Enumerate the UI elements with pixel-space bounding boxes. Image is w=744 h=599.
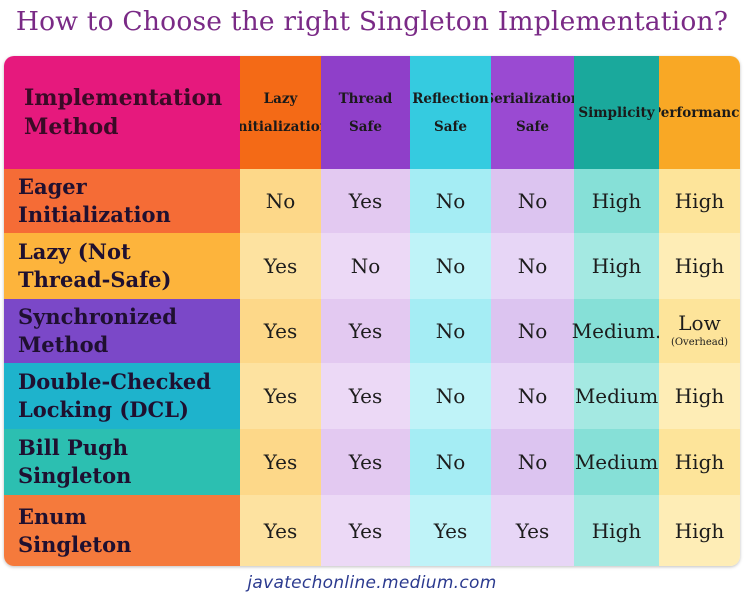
cell-value: No xyxy=(265,189,296,213)
cell-value: Yes xyxy=(348,319,383,343)
column-header-label: Lazy Initialization xyxy=(240,90,321,135)
cell-value: Yes xyxy=(348,518,383,543)
table-cell: Yes xyxy=(321,169,410,233)
row-header-enum-singleton: Enum Singleton xyxy=(4,495,240,566)
page-title: How to Choose the right Singleton Implem… xyxy=(15,6,729,37)
cell-value: Yes xyxy=(263,450,298,474)
cell-value: No xyxy=(435,319,466,343)
cell-value: No xyxy=(517,189,548,213)
cell-value: Yes xyxy=(263,384,298,408)
table-cell: Medium. xyxy=(571,299,662,363)
table-cell: High xyxy=(659,233,740,299)
cell-value: Medium xyxy=(574,450,659,474)
table-cell: No xyxy=(491,429,574,495)
table-cell: Medium xyxy=(574,363,659,429)
cell-value: High xyxy=(674,384,725,408)
table-cell: Yes xyxy=(410,495,491,566)
cell-value: Medium xyxy=(574,384,659,408)
table-cell: Yes xyxy=(240,233,321,299)
cell-value: High xyxy=(674,254,725,278)
table-cell: High xyxy=(574,169,659,233)
table-cell: Low (Overhead) xyxy=(659,299,740,363)
cell-value: Medium. xyxy=(571,319,662,343)
table-cell: Yes xyxy=(240,495,321,566)
cell-value: No xyxy=(435,254,466,278)
table-cell: No xyxy=(491,233,574,299)
column-header-reflection-safe: Reflection Safe xyxy=(410,56,491,169)
cell-value: Yes xyxy=(348,450,383,474)
column-header-lazy-initialization: Lazy Initialization xyxy=(240,56,321,169)
cell-value: No xyxy=(435,450,466,474)
comparison-table: Implementation Method Lazy Initializatio… xyxy=(4,56,740,566)
table-cell: High xyxy=(574,495,659,566)
table-cell: Yes xyxy=(321,299,410,363)
footer-url: javatechonline.medium.com xyxy=(247,573,497,593)
cell-value: No xyxy=(517,319,548,343)
corner-header: Implementation Method xyxy=(4,56,240,169)
column-header-label: Simplicity xyxy=(578,104,655,121)
cell-value: No xyxy=(350,254,381,278)
table-cell: No xyxy=(491,299,574,363)
table-cell: High xyxy=(659,169,740,233)
table-cell: Yes xyxy=(240,363,321,429)
table-cell: No xyxy=(410,169,491,233)
cell-value: High xyxy=(674,189,725,213)
table-cell: No xyxy=(321,233,410,299)
table-cell: Medium xyxy=(574,429,659,495)
table-cell: Yes xyxy=(491,495,574,566)
column-header-simplicity: Simplicity xyxy=(574,56,659,169)
cell-value: No xyxy=(517,450,548,474)
cell-value: Yes xyxy=(433,518,468,543)
table-cell: Yes xyxy=(240,429,321,495)
table-cell: No xyxy=(240,169,321,233)
cell-value: No xyxy=(517,384,548,408)
row-header-lazy-not-thread-safe: Lazy (Not Thread-Safe) xyxy=(4,233,240,299)
cell-value: High xyxy=(591,254,642,278)
cell-value: Yes xyxy=(348,189,383,213)
cell-value: No xyxy=(435,384,466,408)
cell-value: Yes xyxy=(263,518,298,543)
cell-value: High xyxy=(674,518,725,543)
cell-value: No xyxy=(435,189,466,213)
cell-value: Yes xyxy=(348,384,383,408)
column-header-label: Serialization Safe xyxy=(491,90,574,135)
table-cell: Yes xyxy=(321,429,410,495)
table-cell: No xyxy=(410,429,491,495)
cell-value: High xyxy=(591,189,642,213)
table-cell: High xyxy=(659,363,740,429)
cell-value: Yes xyxy=(263,254,298,278)
table-cell: No xyxy=(410,363,491,429)
table-cell: High xyxy=(574,233,659,299)
row-header-bill-pugh-singleton: Bill Pugh Singleton xyxy=(4,429,240,495)
table-cell: High xyxy=(659,495,740,566)
table-cell: No xyxy=(410,233,491,299)
table-cell: Yes xyxy=(321,363,410,429)
corner-header-label: Implementation Method xyxy=(24,84,223,140)
row-header-synchronized-method: Synchronized Method xyxy=(4,299,240,363)
column-header-performance: Performance xyxy=(659,56,740,169)
column-header-serialization-safe: Serialization Safe xyxy=(491,56,574,169)
cell-value: High xyxy=(674,450,725,474)
column-header-thread-safe: Thread Safe xyxy=(321,56,410,169)
table-cell: No xyxy=(410,299,491,363)
column-header-label: Reflection Safe xyxy=(412,90,489,135)
cell-value: No xyxy=(517,254,548,278)
column-header-label: Performance xyxy=(659,104,740,121)
table-cell: Yes xyxy=(240,299,321,363)
cell-note: (Overhead) xyxy=(670,337,729,348)
table-cell: No xyxy=(491,169,574,233)
table-cell: High xyxy=(659,429,740,495)
row-header-double-checked-locking-dcl: Double-Checked Locking (DCL) xyxy=(4,363,240,429)
table-cell: Yes xyxy=(321,495,410,566)
cell-value: Yes xyxy=(263,319,298,343)
cell-value: High xyxy=(591,518,642,543)
row-header-eager-initialization: Eager Initialization xyxy=(4,169,240,233)
column-header-label: Thread Safe xyxy=(338,90,393,135)
cell-value: Low xyxy=(678,311,721,335)
table-cell: No xyxy=(491,363,574,429)
cell-value: Yes xyxy=(515,518,550,543)
